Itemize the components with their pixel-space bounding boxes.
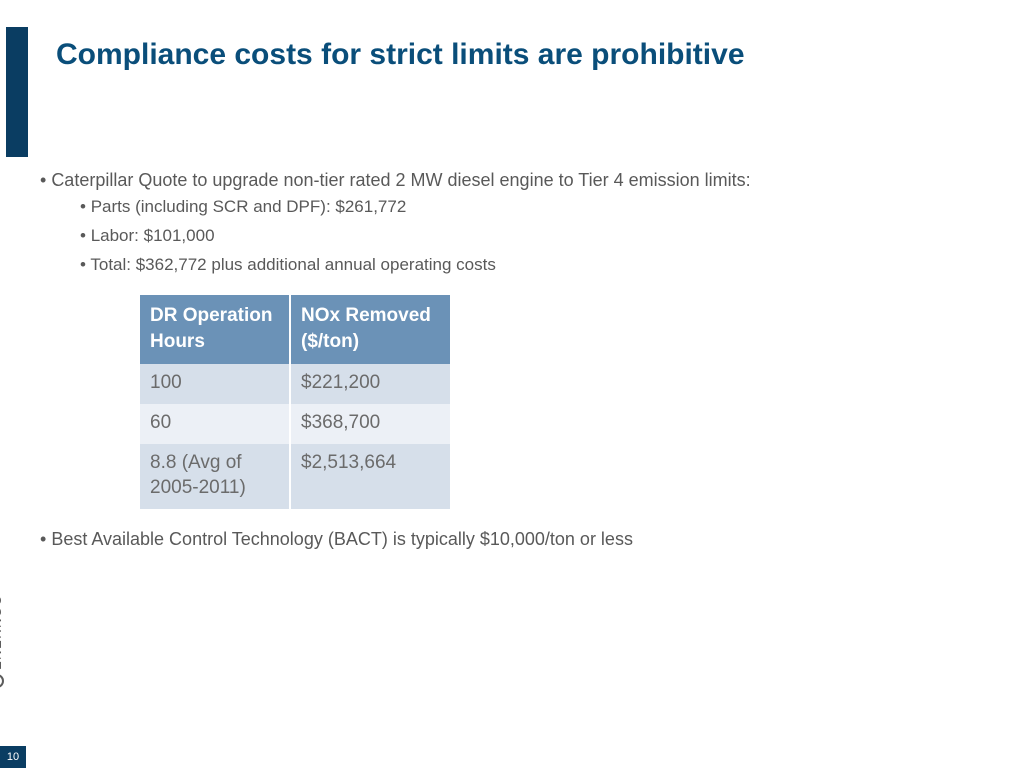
table-header: NOx Removed ($/ton) [290,295,450,364]
brand-logo: ENERNOC [0,594,4,688]
brand-ring-icon [0,674,4,688]
bullet-main-2: Best Available Control Technology (BACT)… [40,527,960,551]
bullet-main-1: Caterpillar Quote to upgrade non-tier ra… [40,168,960,192]
cost-table: DR Operation Hours NOx Removed ($/ton) 1… [140,295,450,509]
table-row: 60 $368,700 [140,404,450,444]
sub-bullet: Total: $362,772 plus additional annual o… [80,254,960,277]
sub-bullet: Labor: $101,000 [80,225,960,248]
content-area: Caterpillar Quote to upgrade non-tier ra… [40,168,960,555]
sub-bullet: Parts (including SCR and DPF): $261,772 [80,196,960,219]
brand-text: ENERNOC [0,594,4,670]
table-cell: 60 [140,404,290,444]
page-number: 10 [0,746,26,768]
table-header: DR Operation Hours [140,295,290,364]
table-row: 100 $221,200 [140,364,450,404]
page-title: Compliance costs for strict limits are p… [56,38,745,72]
table-cell: $368,700 [290,404,450,444]
table-cell: 100 [140,364,290,404]
cost-table-wrap: DR Operation Hours NOx Removed ($/ton) 1… [140,295,960,509]
accent-bar [6,27,28,157]
table-row: 8.8 (Avg of 2005-2011) $2,513,664 [140,444,450,509]
table-cell: 8.8 (Avg of 2005-2011) [140,444,290,509]
table-cell: $221,200 [290,364,450,404]
table-cell: $2,513,664 [290,444,450,509]
sub-bullet-group: Parts (including SCR and DPF): $261,772 … [80,196,960,277]
